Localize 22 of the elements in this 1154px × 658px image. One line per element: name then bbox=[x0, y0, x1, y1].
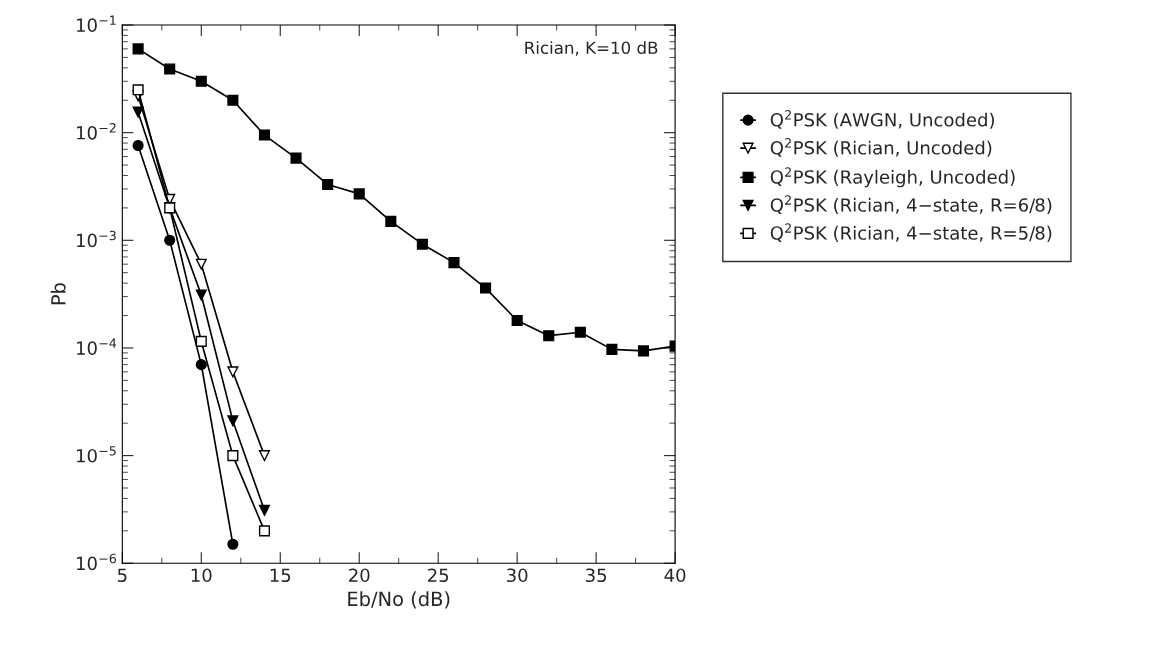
x-tick-label: 5 bbox=[117, 568, 127, 583]
legend-label: Q$^{2}$PSK (Rician, Uncoded) bbox=[770, 138, 992, 157]
y-tick-label: 10$^{−6}$ bbox=[77, 553, 117, 571]
y-tick-label: 10$^{−2}$ bbox=[77, 123, 116, 140]
y-axis-title: Pb bbox=[50, 283, 66, 305]
annotation: Rician, K=10 dB bbox=[525, 41, 658, 56]
x-tick-label: 35 bbox=[586, 568, 607, 583]
y-tick-label: 10$^{−1}$ bbox=[77, 15, 116, 32]
x-tick-label: 20 bbox=[349, 568, 370, 583]
x-tick-label: 10 bbox=[191, 568, 212, 583]
x-tick-label: 40 bbox=[664, 568, 686, 583]
legend-label: Q$^{2}$PSK (AWGN, Uncoded) bbox=[770, 110, 994, 129]
x-tick-label: 25 bbox=[428, 568, 449, 583]
y-tick-label: 10$^{−5}$ bbox=[77, 446, 116, 463]
x-tick-label: 30 bbox=[507, 568, 528, 583]
x-axis-title: Eb/No (dB) bbox=[348, 591, 450, 609]
x-tick-label: 15 bbox=[270, 568, 291, 583]
y-tick-label: 10$^{−3}$ bbox=[77, 230, 116, 248]
legend-label: Q$^{2}$PSK (Rayleigh, Uncoded) bbox=[770, 167, 1015, 188]
legend-label: Q$^{2}$PSK (Rician, 4−state, R=5/8) bbox=[770, 223, 1052, 242]
legend-label: Q$^{2}$PSK (Rician, 4−state, R=6/8) bbox=[770, 195, 1052, 214]
y-tick-label: 10$^{−4}$ bbox=[77, 338, 117, 355]
